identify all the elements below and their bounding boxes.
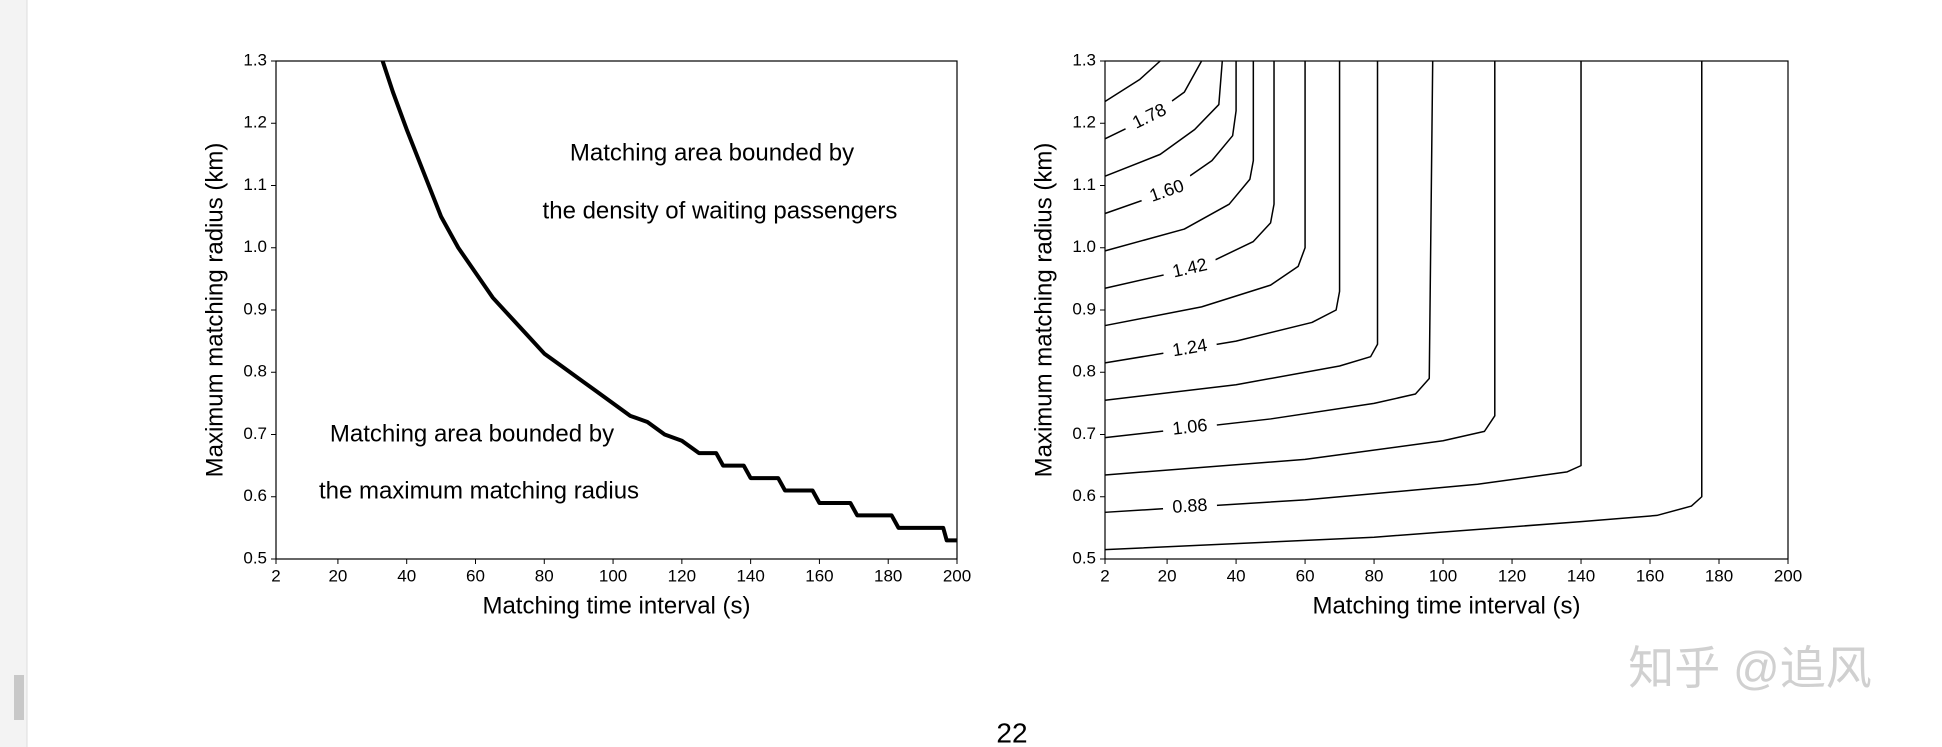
y-tick-label: 0.5	[243, 548, 267, 567]
contour-label-bg	[1161, 252, 1219, 286]
contour-label: 0.88	[1172, 495, 1208, 517]
x-tick-label: 20	[1158, 566, 1177, 585]
x-tick-label: 80	[535, 566, 554, 585]
y-tick-label: 0.7	[1072, 424, 1096, 443]
y-tick-label: 0.9	[243, 299, 267, 318]
annotation: the density of waiting passengers	[543, 197, 898, 224]
y-tick-label: 0.6	[1072, 486, 1096, 505]
watermark: 知乎 @追风	[1628, 642, 1871, 694]
x-tick-label: 20	[328, 566, 347, 585]
plot-frame	[1104, 60, 1789, 560]
contour-label-bg	[1161, 333, 1219, 365]
x-tick-label: 180	[1705, 566, 1733, 585]
y-tick-label: 0.7	[243, 424, 267, 443]
x-tick-label: 100	[599, 566, 627, 585]
contour-label-bg	[1120, 95, 1179, 139]
contour-line	[1104, 61, 1703, 551]
x-axis-title: Matching time interval (s)	[482, 592, 750, 619]
y-tick-label: 1.1	[243, 175, 267, 194]
x-tick-label: 120	[668, 566, 696, 585]
y-tick-label: 1.0	[1072, 237, 1096, 256]
contour-line	[1104, 61, 1582, 514]
contour-label: 1.06	[1171, 415, 1208, 439]
x-tick-label: 160	[805, 566, 833, 585]
y-tick-label: 0.6	[243, 486, 267, 505]
page-number: 22	[996, 717, 1027, 747]
x-tick-label: 40	[397, 566, 416, 585]
y-axis-title: Maximum matching radius (km)	[201, 143, 228, 478]
x-tick-label: 40	[1227, 566, 1246, 585]
y-tick-label: 1.0	[243, 237, 267, 256]
contour-label: 1.42	[1170, 254, 1209, 281]
x-tick-label: 80	[1365, 566, 1384, 585]
contour-label-bg	[1162, 494, 1218, 520]
contour-label-bg	[1137, 172, 1197, 212]
x-tick-label: 2	[1100, 566, 1109, 585]
y-tick-label: 1.3	[1072, 50, 1096, 69]
y-axis-title: Maximum matching radius (km)	[1030, 143, 1057, 478]
y-tick-label: 1.2	[1072, 113, 1096, 132]
x-axis-title: Matching time interval (s)	[1312, 592, 1580, 619]
x-tick-label: 100	[1429, 566, 1457, 585]
x-tick-label: 2	[271, 566, 280, 585]
contour-label-bg	[1161, 414, 1219, 442]
x-tick-label: 140	[736, 566, 764, 585]
x-tick-label: 160	[1636, 566, 1664, 585]
x-tick-label: 200	[943, 566, 971, 585]
y-tick-label: 0.9	[1072, 299, 1096, 318]
contour-line	[1104, 60, 1161, 103]
scroll-thumb[interactable]	[14, 675, 24, 720]
annotation: Matching area bounded by	[570, 139, 854, 166]
y-tick-label: 0.8	[1072, 362, 1096, 381]
contour-line	[1104, 61, 1306, 327]
x-tick-label: 140	[1567, 566, 1595, 585]
contour-line	[1104, 61, 1379, 402]
contour-line	[1104, 60, 1224, 177]
curve	[380, 60, 957, 543]
annotation: the maximum matching radius	[319, 477, 639, 504]
contour-line	[1104, 61, 1255, 252]
x-tick-label: 180	[874, 566, 902, 585]
contour-line	[1104, 61, 1496, 476]
y-tick-label: 1.1	[1072, 175, 1096, 194]
y-tick-label: 1.3	[243, 50, 267, 69]
y-tick-label: 1.2	[243, 113, 267, 132]
y-tick-label: 0.8	[243, 362, 267, 381]
x-tick-label: 60	[466, 566, 485, 585]
x-tick-label: 200	[1774, 566, 1802, 585]
x-tick-label: 120	[1498, 566, 1526, 585]
x-tick-label: 60	[1296, 566, 1315, 585]
scrollbar	[0, 0, 27, 747]
annotation: Matching area bounded by	[330, 420, 614, 447]
contour-line	[1104, 60, 1434, 439]
y-tick-label: 0.5	[1072, 548, 1096, 567]
